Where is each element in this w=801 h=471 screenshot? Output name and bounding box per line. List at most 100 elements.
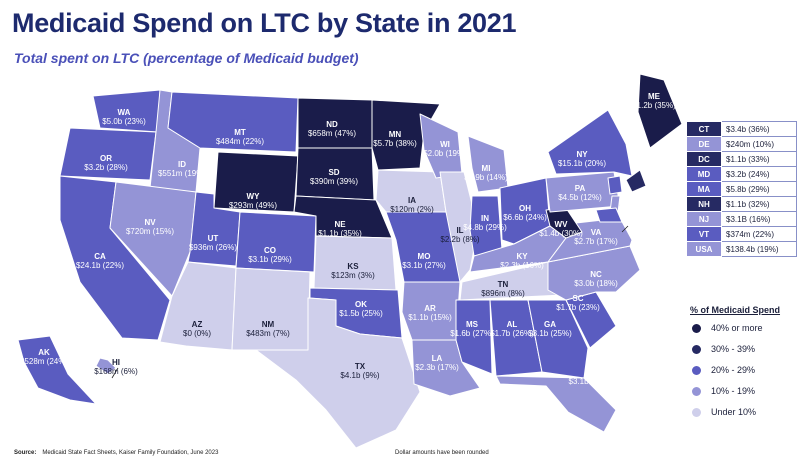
state-value: $2.2b (8%) [440, 235, 480, 245]
state-value: $24.1b (22%) [75, 261, 125, 271]
state-label-pa: PA $4.5b (12%) [558, 184, 602, 202]
state-label-wa: WA $5.0b (23%) [102, 108, 146, 126]
state-abbr: ME [648, 92, 660, 101]
state-shape-hi [95, 357, 117, 375]
state-label-ut: UT $936m (26%) [189, 234, 237, 252]
state-shape-or [59, 127, 157, 181]
state-value-cell: $1.1b (33%) [721, 151, 797, 167]
state-abbr-cell: CT [686, 121, 722, 137]
state-label-co: CO $3.1b (29%) [248, 246, 292, 264]
state-label-sd: SD $390m (39%) [310, 168, 358, 186]
state-label-ny: NY $15.1b (20%) [558, 150, 606, 168]
state-value-cell: $374m (22%) [721, 226, 797, 242]
state-abbr: AK [38, 348, 50, 357]
state-abbr: OR [100, 154, 112, 163]
state-label-az: AZ $0 (0%) [183, 320, 211, 338]
table-row: CT $3.4b (36%) [686, 121, 797, 137]
state-label-il: IL $2.2b (8%) [440, 226, 479, 244]
state-shape-md [595, 207, 623, 223]
state-abbr: NE [334, 220, 346, 229]
state-value: $2.7b (17%) [574, 237, 618, 247]
legend-label: 20% - 29% [711, 365, 756, 375]
state-value: $4.5b (12%) [558, 193, 602, 203]
state-label-la: LA $2.3b (17%) [415, 354, 459, 372]
state-shape-nv [109, 181, 197, 297]
table-row: DC $1.1b (33%) [686, 151, 797, 167]
state-value: $3.1b (29%) [248, 255, 292, 265]
state-shape-ga [527, 299, 589, 379]
state-label-id: ID $551m (19%) [158, 160, 206, 178]
state-abbr: NV [144, 218, 156, 227]
state-abbr: IA [407, 196, 416, 205]
state-label-ak: AK $528m (24%) [20, 348, 68, 366]
state-label-al: AL $1.7b (26%) [490, 320, 534, 338]
map-legend: % of Medicaid Spend 40% or more 30% - 39… [690, 305, 800, 428]
state-value: $15.1b (20%) [557, 159, 607, 169]
state-value: $5.7b (38%) [373, 139, 417, 149]
state-value: $0 (0%) [182, 329, 212, 339]
state-abbr: KY [516, 252, 528, 261]
state-shape-nh-ct [625, 169, 647, 193]
state-value: $2.9b (14%) [464, 173, 508, 183]
source-note: Source: Medicaid State Fact Sheets, Kaise… [14, 450, 218, 456]
table-row: VT $374m (22%) [686, 226, 797, 242]
table-row: DE $240m (10%) [686, 136, 797, 152]
state-value-cell: $3.4b (36%) [721, 121, 797, 137]
state-label-mn: MN $5.7b (38%) [373, 130, 417, 148]
state-abbr: WV [554, 220, 568, 229]
state-value: $483m (7%) [246, 329, 290, 339]
state-abbr: TX [354, 362, 366, 371]
state-value: $1.1b (15%) [408, 313, 452, 323]
state-value: $390m (39%) [309, 177, 359, 187]
state-abbr: MN [388, 130, 402, 139]
state-value: $658m (47%) [307, 129, 357, 139]
state-abbr-cell: MA [686, 181, 722, 197]
state-label-va: VA $2.7b (17%) [574, 228, 618, 246]
state-label-nd: ND $658m (47%) [308, 120, 356, 138]
state-shape-mi [467, 135, 509, 193]
state-value: $896m (8%) [481, 289, 525, 299]
state-label-or: OR $3.2b (28%) [84, 154, 128, 172]
legend-title: % of Medicaid Spend [690, 305, 781, 315]
state-value: $168m (6%) [94, 367, 138, 377]
state-value: $4.1b (9%) [340, 371, 380, 381]
state-abbr: WY [246, 192, 260, 201]
state-abbr: FL [585, 368, 595, 377]
legend-item-under-10: Under 10% [690, 407, 800, 417]
state-label-oh: OH $6.6b (24%) [503, 204, 547, 222]
state-label-nc: NC $3.0b (18%) [574, 270, 618, 288]
state-abbr: ND [326, 120, 338, 129]
state-label-wv: WV $1.4b (30%) [539, 220, 583, 238]
state-label-ne: NE $1.1b (35%) [318, 220, 362, 238]
state-value: $484m (22%) [215, 137, 265, 147]
state-abbr: OK [355, 300, 367, 309]
table-row: USA $138.4b (19%) [686, 241, 797, 257]
state-abbr-cell: MD [686, 166, 722, 182]
state-label-tx: TX $4.1b (9%) [340, 362, 379, 380]
state-abbr: LA [431, 354, 443, 363]
state-value-cell: $1.1b (32%) [721, 196, 797, 212]
state-value: $1.2b (35%) [632, 101, 676, 111]
state-abbr: SD [328, 168, 340, 177]
legend-item-40-plus: 40% or more [690, 323, 800, 333]
state-value: $3.0b (18%) [574, 279, 618, 289]
state-value: $1.4b (30%) [539, 229, 583, 239]
state-abbr-cell: DC [686, 151, 722, 167]
state-value: $1.7b (26%) [490, 329, 534, 339]
state-abbr: ID [178, 160, 186, 169]
state-value: $3.1b (25%) [528, 329, 572, 339]
state-abbr: NM [261, 320, 275, 329]
legend-label: 10% - 19% [711, 386, 756, 396]
state-value: $1.1b (35%) [318, 229, 362, 239]
state-value: $2.0b (19%) [423, 149, 467, 159]
state-abbr: WA [117, 108, 131, 117]
state-abbr: MI [481, 164, 491, 173]
state-abbr: WI [440, 140, 450, 149]
state-label-in: IN $4.8b (29%) [463, 214, 507, 232]
legend-swatch [692, 386, 701, 396]
state-abbr-cell: DE [686, 136, 722, 152]
state-value: $2.3b (16%) [500, 261, 544, 271]
state-label-mi: MI $2.9b (14%) [464, 164, 508, 182]
state-shape-mt [167, 91, 299, 153]
source-text: Medicaid State Fact Sheets, Kaiser Famil… [42, 450, 219, 456]
